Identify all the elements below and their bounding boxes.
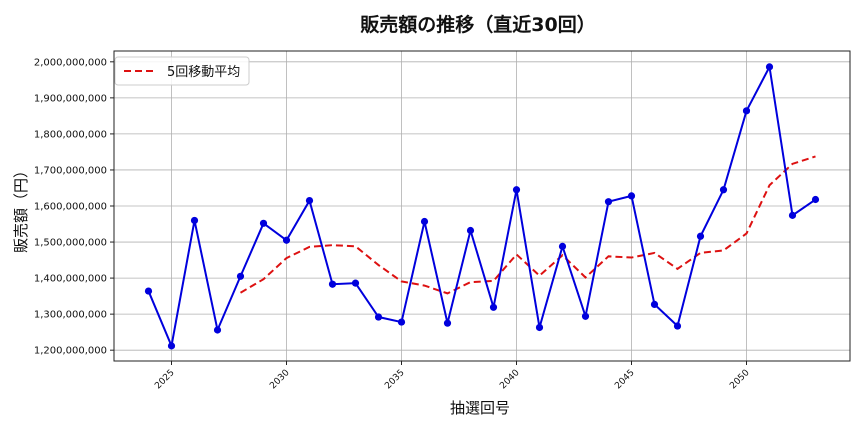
series-sales-line <box>147 63 817 350</box>
data-point-marker <box>167 342 176 350</box>
legend-box <box>114 56 250 86</box>
y-tick-label: 1,700,000,000 <box>34 165 107 176</box>
y-tick-label: 1,200,000,000 <box>34 346 107 357</box>
y-tick-label: 1,400,000,000 <box>34 274 107 285</box>
data-point-marker <box>650 300 659 309</box>
x-tick-label: 2040 <box>498 368 521 391</box>
data-point-marker <box>144 287 153 295</box>
y-tick-label: 1,600,000,000 <box>34 202 107 213</box>
data-point-marker <box>466 226 475 235</box>
data-point-marker <box>259 219 268 227</box>
data-point-marker <box>374 313 383 321</box>
y-tick-label: 1,300,000,000 <box>34 310 107 321</box>
data-point-marker <box>420 217 429 226</box>
data-point-marker <box>627 192 636 200</box>
data-point-marker <box>673 322 682 330</box>
data-point-marker <box>765 63 774 71</box>
x-axis: 2025 2030 2035 2040 2045 2050 <box>153 361 752 391</box>
data-point-marker <box>604 198 613 206</box>
data-point-marker <box>719 186 728 194</box>
y-tick-label: 1,500,000,000 <box>34 238 107 249</box>
data-point-marker <box>696 232 705 240</box>
x-axis-label: 抽選回号 <box>450 399 510 417</box>
data-point-marker <box>581 312 590 320</box>
data-point-marker <box>397 318 406 326</box>
data-point-marker <box>811 195 820 204</box>
data-point-marker <box>190 216 199 225</box>
legend: 5回移動平均 <box>114 56 250 86</box>
x-tick-label: 2030 <box>268 368 291 391</box>
data-point-marker <box>788 211 797 219</box>
series-layer <box>144 63 820 350</box>
legend-label-moving-average: 5回移動平均 <box>167 65 240 80</box>
data-point-marker <box>305 196 314 205</box>
y-tick-label: 1,800,000,000 <box>34 129 107 140</box>
data-point-marker <box>512 186 521 194</box>
series-moving-average-line <box>239 155 816 295</box>
y-axis: 1,200,000,000 1,300,000,000 1,400,000,000 1… <box>34 57 114 357</box>
data-point-marker <box>742 107 751 115</box>
data-point-marker <box>236 272 245 280</box>
x-tick-label: 2035 <box>383 368 406 391</box>
x-tick-label: 2050 <box>728 368 751 391</box>
data-point-marker <box>328 280 337 288</box>
data-point-marker <box>213 326 222 334</box>
data-point-marker <box>535 323 544 332</box>
y-tick-label: 2,000,000,000 <box>34 57 107 68</box>
grid-lines <box>114 51 850 361</box>
plot-frame <box>113 50 851 362</box>
data-point-marker <box>558 242 567 250</box>
data-point-marker <box>282 236 291 244</box>
y-tick-label: 1,900,000,000 <box>34 93 107 104</box>
data-point-marker <box>351 279 360 287</box>
chart-title: 販売額の推移（直近30回） <box>360 13 595 36</box>
y-axis-label: 販売額（円） <box>12 163 30 253</box>
data-point-marker <box>443 319 452 327</box>
data-point-marker <box>489 303 498 311</box>
x-tick-label: 2045 <box>613 368 636 391</box>
x-tick-label: 2025 <box>153 368 176 391</box>
